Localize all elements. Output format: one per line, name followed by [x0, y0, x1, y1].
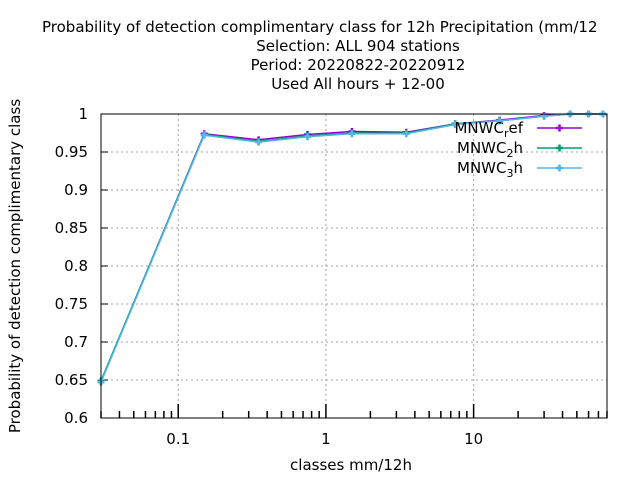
data-point: [200, 131, 208, 139]
y-tick-label: 0.8: [64, 257, 88, 275]
title-line-3: Period: 20220822-20220912: [251, 56, 466, 74]
chart-title: Probability of detection complimentary c…: [42, 18, 598, 93]
x-axis-label: classes mm/12h: [290, 456, 412, 474]
grid: [101, 113, 607, 419]
data-point: [402, 130, 410, 138]
plot-frame: [100, 113, 608, 419]
y-tick-label: 0.9: [64, 181, 88, 199]
x-tick-label: 1: [321, 430, 331, 448]
data-point: [348, 130, 356, 138]
legend-label-2: MNWC2h: [457, 139, 523, 160]
y-tick-label: 0.6: [64, 409, 88, 427]
legend-swatch-marker: [556, 144, 563, 152]
series-line: [100, 113, 603, 382]
y-axis-label: Probability of detection complimentary c…: [6, 99, 24, 433]
y-tick-label: 0.7: [64, 333, 88, 351]
y-tick-label: 0.95: [55, 143, 88, 161]
legend-label-1: MNWCref: [454, 119, 523, 140]
legend-swatch-marker: [556, 124, 563, 132]
axis-ticks: 0.6 0.65 0.7 0.75 0.8 0.85 0.9 0.95 1 0.1 1 10: [55, 105, 608, 448]
title-line-4: Used All hours + 12-00: [271, 75, 445, 93]
title-line-2: Selection: ALL 904 stations: [256, 37, 460, 55]
series-line: [100, 113, 603, 382]
y-tick-label: 0.65: [55, 371, 88, 389]
x-tick-label: 10: [464, 430, 483, 448]
legend-label-3: MNWC3h: [457, 159, 523, 180]
data-point: [496, 117, 504, 125]
legend-swatch-marker: [556, 164, 563, 172]
data-point: [255, 138, 263, 146]
data-point: [451, 121, 459, 129]
title-line-1: Probability of detection complimentary c…: [42, 18, 598, 36]
y-tick-label: 1: [78, 105, 88, 123]
x-tick-label: 0.1: [166, 430, 190, 448]
y-tick-label: 0.85: [55, 219, 88, 237]
data-point: [303, 133, 311, 141]
y-tick-label: 0.75: [55, 295, 88, 313]
